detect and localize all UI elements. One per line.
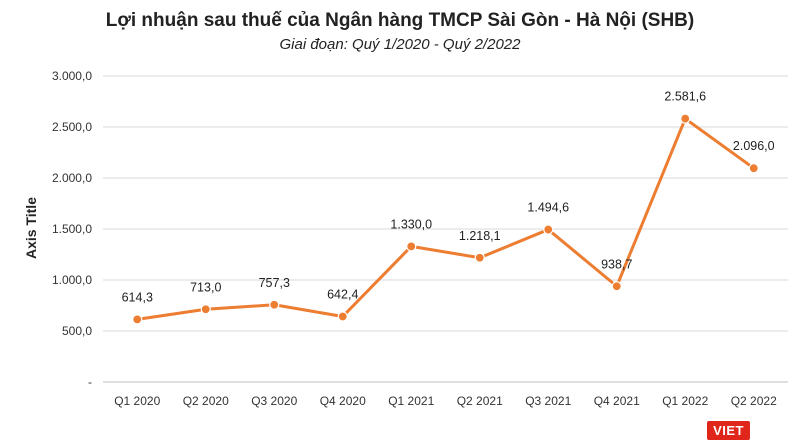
data-point (269, 299, 280, 310)
data-points (132, 113, 759, 325)
x-tick-label: Q2 2020 (183, 394, 229, 408)
y-tick-label: 1.500,0 (52, 222, 92, 236)
data-label: 938,7 (601, 257, 632, 271)
x-tick-label: Q1 2022 (662, 394, 708, 408)
data-point (337, 311, 348, 322)
data-point (132, 314, 143, 325)
data-label: 2.581,6 (664, 90, 706, 104)
chart-subtitle: Giai đoạn: Quý 1/2020 - Quý 2/2022 (279, 36, 521, 53)
data-label: 642,4 (327, 287, 358, 301)
data-point (748, 163, 759, 174)
data-point (611, 281, 622, 292)
y-axis-ticks: - 500,0 1.000,0 1.500,0 2.000,0 2.500,0 3.000,… (52, 69, 92, 389)
series-line (135, 117, 756, 321)
data-point (406, 241, 417, 252)
watermark-logo: VIET (707, 421, 750, 440)
data-label: 757,3 (259, 276, 290, 290)
y-tick-label: 1.000,0 (52, 273, 92, 287)
x-tick-label: Q1 2020 (114, 394, 160, 408)
x-tick-label: Q2 2022 (731, 394, 777, 408)
chart-title: Lợi nhuận sau thuế của Ngân hàng TMCP Sà… (105, 10, 695, 31)
x-tick-label: Q1 2021 (388, 394, 434, 408)
y-tick-label: 3.000,0 (52, 69, 92, 83)
data-label: 1.218,1 (459, 229, 501, 243)
x-tick-label: Q4 2020 (320, 394, 366, 408)
y-tick-label: 2.500,0 (52, 120, 92, 134)
y-tick-label: 500,0 (62, 324, 92, 338)
data-point (474, 252, 485, 263)
x-tick-label: Q3 2021 (525, 394, 571, 408)
x-tick-label: Q2 2021 (457, 394, 503, 408)
data-labels: 614,3 713,0 757,3 642,4 1.330,0 1.218,1 1.494,… (122, 90, 775, 305)
y-tick-label: 2.000,0 (52, 171, 92, 185)
data-label: 713,0 (190, 280, 221, 294)
gridlines (103, 75, 788, 383)
y-axis-title: Axis Title (23, 197, 39, 259)
data-label: 1.330,0 (390, 217, 432, 231)
data-point (680, 113, 691, 124)
data-label: 1.494,6 (527, 201, 569, 215)
data-label: 614,3 (122, 290, 153, 304)
x-axis-ticks: Q1 2020 Q2 2020 Q3 2020 Q4 2020 Q1 2021 Q2 20… (114, 394, 777, 408)
data-point (543, 224, 554, 235)
x-tick-label: Q4 2021 (594, 394, 640, 408)
data-point (200, 304, 211, 315)
y-tick-label: - (88, 375, 92, 389)
x-tick-label: Q3 2020 (251, 394, 297, 408)
series-line-path (135, 117, 756, 321)
data-label: 2.096,0 (733, 139, 775, 153)
